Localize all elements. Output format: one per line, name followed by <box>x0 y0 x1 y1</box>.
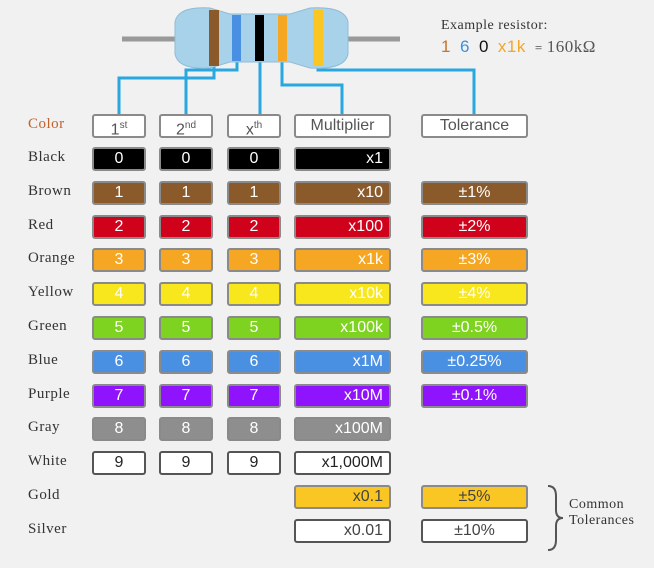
example-result: 160kΩ <box>546 37 596 56</box>
tolerance-swatch: ±3% <box>421 248 528 273</box>
multiplier-swatch: x1k <box>294 248 391 273</box>
multiplier-swatch: x100M <box>294 417 391 442</box>
digit-swatch: 5 <box>227 316 281 340</box>
header-base: 2 <box>175 121 185 139</box>
color-name: Green <box>28 318 68 334</box>
column-header: Multiplier <box>294 114 391 138</box>
digit-swatch: 1 <box>92 180 146 205</box>
digit-swatch: 6 <box>227 349 281 374</box>
color-name: Gold <box>28 487 60 503</box>
color-name: Brown <box>28 182 72 199</box>
tolerance-swatch: ±5% <box>421 485 528 509</box>
color-name: Silver <box>28 520 67 537</box>
multiplier-swatch: x1,000M <box>294 451 391 476</box>
example-label: Example resistor: <box>441 18 548 33</box>
header-base: 1 <box>110 121 120 139</box>
digit-swatch: 0 <box>227 147 281 171</box>
header-sup: st <box>119 120 128 131</box>
tolerance-swatch: ±4% <box>421 282 528 307</box>
digit-swatch: 3 <box>227 248 281 273</box>
digit-swatch: 3 <box>159 248 213 273</box>
header-base: x <box>245 121 254 139</box>
color-name: Red <box>28 216 54 233</box>
multiplier-swatch: x100k <box>294 316 391 340</box>
digit-swatch: 1 <box>227 180 281 205</box>
digit-swatch: 9 <box>159 451 213 476</box>
resistor-drawing <box>117 7 476 115</box>
color-header: Color <box>28 116 65 132</box>
column-header: 2nd <box>159 114 213 138</box>
digit-swatch: 8 <box>159 417 213 442</box>
tolerance-swatch: ±0.25% <box>421 349 528 374</box>
digit-swatch: 5 <box>92 316 146 340</box>
header-sup: nd <box>184 120 197 131</box>
multiplier-swatch: x0.1 <box>294 485 391 509</box>
multiplier-swatch: x0.01 <box>294 518 391 543</box>
example-equals: = <box>534 40 543 55</box>
column-header: 1st <box>92 114 146 138</box>
digit-swatch: 7 <box>159 383 213 408</box>
column-header: Tolerance <box>421 114 528 138</box>
digit-swatch: 4 <box>92 282 146 307</box>
digit-swatch: 9 <box>227 451 281 476</box>
digit-swatch: 3 <box>92 248 146 273</box>
tolerance-swatch: ±2% <box>421 214 528 239</box>
color-name: Orange <box>28 250 76 267</box>
digit-swatch: 2 <box>227 214 281 239</box>
color-name: White <box>28 453 68 470</box>
digit-swatch: 0 <box>159 147 213 171</box>
note: Tolerances <box>569 513 635 528</box>
digit-swatch: 7 <box>227 383 281 408</box>
example-token: 1 <box>441 37 451 56</box>
tolerance-swatch: ±0.5% <box>421 316 528 340</box>
example-token: 0 <box>478 37 489 56</box>
note: Common <box>569 497 625 512</box>
digit-swatch: 2 <box>159 214 213 239</box>
column-header: xth <box>227 114 281 138</box>
tolerance-swatch: ±10% <box>421 518 528 543</box>
multiplier-swatch: x10 <box>294 180 391 205</box>
brace <box>547 485 564 551</box>
color-name: Yellow <box>28 284 74 301</box>
multiplier-swatch: x1 <box>294 147 391 171</box>
example-token: 6 <box>459 37 470 56</box>
digit-swatch: 6 <box>159 349 213 374</box>
color-name: Blue <box>28 351 59 368</box>
digit-swatch: 0 <box>92 147 146 171</box>
digit-swatch: 6 <box>92 349 146 374</box>
digit-swatch: 2 <box>92 214 146 239</box>
digit-swatch: 8 <box>92 417 146 442</box>
tolerance-swatch: ±1% <box>421 180 528 205</box>
digit-swatch: 9 <box>92 451 146 476</box>
color-name: Purple <box>28 385 71 402</box>
color-name: Black <box>28 149 66 165</box>
multiplier-swatch: x10k <box>294 282 391 307</box>
example-value: 1 6 0 x1k = 160kΩ <box>441 37 596 57</box>
multiplier-swatch: x1M <box>294 349 391 374</box>
digit-swatch: 5 <box>159 316 213 340</box>
tolerance-swatch: ±0.1% <box>421 383 528 408</box>
digit-swatch: 8 <box>227 417 281 442</box>
digit-swatch: 4 <box>159 282 213 307</box>
digit-swatch: 7 <box>92 383 146 408</box>
digit-swatch: 4 <box>227 282 281 307</box>
multiplier-swatch: x100 <box>294 214 391 239</box>
example-token: x1k <box>497 37 526 56</box>
multiplier-swatch: x10M <box>294 383 391 408</box>
color-name: Gray <box>28 419 60 436</box>
header-sup: th <box>253 120 263 131</box>
digit-swatch: 1 <box>159 180 213 205</box>
